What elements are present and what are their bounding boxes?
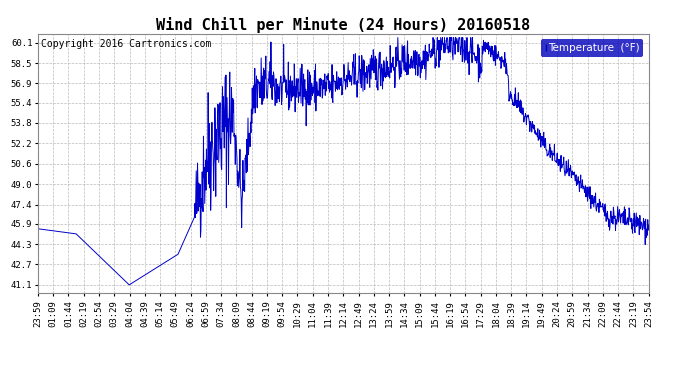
Text: Copyright 2016 Cartronics.com: Copyright 2016 Cartronics.com — [41, 39, 211, 49]
Legend: Temperature  (°F): Temperature (°F) — [542, 39, 643, 57]
Title: Wind Chill per Minute (24 Hours) 20160518: Wind Chill per Minute (24 Hours) 2016051… — [156, 16, 531, 33]
